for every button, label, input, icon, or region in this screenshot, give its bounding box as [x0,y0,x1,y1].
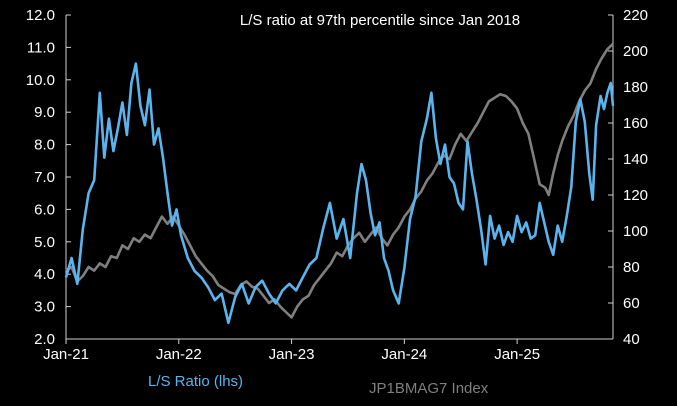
left-tick-label: 10.0 [26,72,55,89]
ls-ratio-series-line [64,62,615,325]
left-tick-label: 5.0 [34,234,55,251]
left-tick-label: 6.0 [34,201,55,218]
right-tick-label: 180 [623,79,648,96]
right-tick-label: 100 [623,223,648,240]
right-tick-label: 160 [623,115,648,132]
left-tick-label: 7.0 [34,169,55,186]
left-tick-label: 9.0 [34,104,55,121]
x-tick-label: Jan-24 [381,346,427,363]
x-tick-label: Jan-22 [156,346,202,363]
left-tick-label: 12.0 [26,7,55,24]
series-layer [64,42,615,325]
chart-title: L/S ratio at 97th percentile since Jan 2… [240,12,520,29]
right-tick-label: 140 [623,151,648,168]
right-tick-label: 40 [623,331,640,348]
right-tick-label: 60 [623,295,640,312]
left-tick-label: 3.0 [34,299,55,316]
right-tick-label: 120 [623,187,648,204]
legend-right-label: JP1BMAG7 Index [369,380,489,397]
left-tick-label: 4.0 [34,266,55,283]
left-tick-label: 11.0 [27,39,55,56]
right-tick-label: 200 [623,43,648,60]
right-tick-label: 80 [623,259,640,276]
x-tick-label: Jan-21 [43,346,89,363]
x-tick-label: Jan-23 [269,346,315,363]
right-tick-label: 220 [623,7,648,24]
x-tick-label: Jan-25 [494,346,540,363]
jp1bmag7-series-line [65,42,614,319]
left-tick-label: 2.0 [34,331,55,348]
left-tick-label: 8.0 [34,137,55,154]
legend-left-label: L/S Ratio (lhs) [148,373,243,390]
axes: 2.0 3.0 4.0 5.0 6.0 7.0 8.0 9.0 10.0 11.0 12.0 40 60… [26,7,648,363]
